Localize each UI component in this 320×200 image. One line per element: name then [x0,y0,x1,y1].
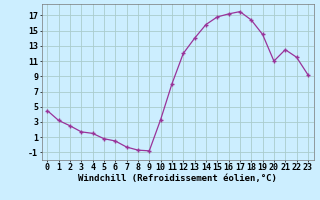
X-axis label: Windchill (Refroidissement éolien,°C): Windchill (Refroidissement éolien,°C) [78,174,277,183]
